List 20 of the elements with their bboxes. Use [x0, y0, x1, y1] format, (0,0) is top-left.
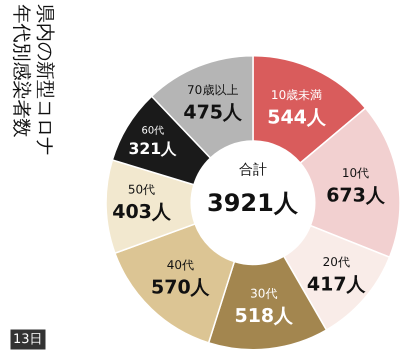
data-label: 403人	[112, 201, 172, 224]
slice-label: 50代	[128, 182, 156, 196]
slice-label: 20代	[322, 254, 350, 269]
slice-label: 30代	[250, 286, 278, 301]
slice-label: 10代	[342, 166, 370, 180]
text: 13日	[13, 332, 43, 347]
slice-label: 10歳未満	[270, 88, 322, 102]
data-label: 673人	[326, 184, 386, 206]
data-label: 417人	[306, 274, 367, 296]
data-label: 321人	[128, 138, 178, 158]
data-label: 475人	[183, 102, 244, 124]
slice-label: 60代	[142, 126, 164, 137]
text: 県内の新型コロナ年代別感染者数	[10, 4, 56, 156]
text: 3921人	[207, 189, 299, 217]
data-label: 570人	[151, 276, 211, 298]
data-label: 544人	[267, 106, 327, 128]
slice-label: 40代	[166, 258, 194, 272]
data-label: 518人	[234, 305, 294, 328]
slice-label: 70歳以上	[187, 82, 238, 97]
text: 合計	[239, 162, 267, 178]
